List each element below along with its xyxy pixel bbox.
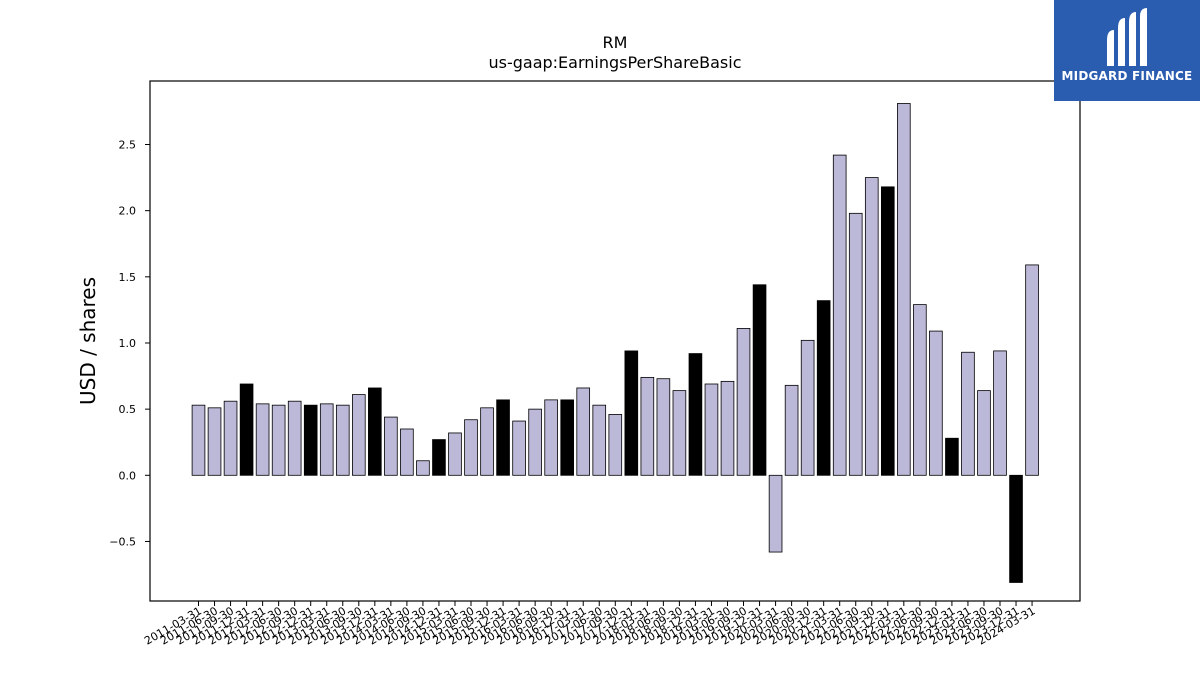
bar-2015-06-30: [464, 419, 478, 476]
bar-2018-03-31: [640, 376, 655, 476]
bar-2023-12-31: [1009, 474, 1023, 583]
chart-subtitle: us-gaap:EarningsPerShareBasic: [488, 53, 741, 72]
bar-2022-03-31: [897, 103, 911, 476]
bar-2012-03-31: [255, 403, 270, 476]
brand-logo: MIDGARD FINANCE: [1054, 0, 1200, 101]
y-tick-label: 1.0: [119, 337, 137, 350]
logo-text: MIDGARD FINANCE: [1061, 69, 1193, 83]
y-tick-label: 0.5: [119, 403, 137, 416]
bars-group: [191, 103, 1039, 583]
bar-2015-03-31: [448, 432, 462, 476]
bar-2021-09-30: [864, 177, 879, 476]
bar-2021-12-31: [880, 186, 895, 476]
bar-2023-06-30: [977, 390, 991, 476]
bar-2016-03-31: [512, 420, 526, 476]
bar-2020-03-31: [768, 474, 783, 553]
bar-2018-09-30: [672, 390, 687, 476]
bar-2020-09-30: [800, 339, 815, 476]
bar-2012-09-30: [287, 400, 302, 476]
bar-2018-12-31: [688, 353, 703, 476]
bar-2017-09-30: [608, 414, 623, 476]
bar-2016-09-30: [544, 399, 558, 476]
bar-2013-06-30: [335, 404, 350, 476]
bar-2013-12-31: [368, 387, 382, 476]
bar-2019-09-30: [736, 328, 751, 476]
y-tick-label: 1.5: [119, 271, 137, 284]
y-tick-label: 2.5: [119, 139, 137, 152]
bar-2015-12-31: [496, 399, 510, 476]
bar-2012-12-31: [303, 404, 318, 476]
bar-2013-09-30: [351, 394, 366, 476]
bar-2014-06-30: [400, 428, 414, 476]
bar-2023-09-30: [993, 350, 1007, 476]
bar-2021-06-30: [848, 212, 863, 476]
chart-title: RM: [603, 33, 628, 52]
bar-2015-09-30: [480, 407, 494, 476]
bar-2013-03-31: [319, 403, 334, 476]
bar-2024-03-31: [1025, 264, 1039, 476]
bar-2017-06-30: [592, 404, 607, 476]
plot-frame: [149, 80, 1081, 602]
y-tick-label: 0.0: [119, 469, 137, 482]
midgard-logo-icon: [1107, 8, 1147, 66]
bar-2017-12-31: [624, 350, 639, 476]
bar-2023-03-31: [961, 351, 975, 476]
y-tick-label: −0.5: [109, 535, 136, 548]
bar-2014-09-30: [416, 460, 430, 476]
bar-2020-12-31: [816, 300, 831, 476]
bar-2018-06-30: [656, 378, 671, 476]
bar-2020-06-30: [784, 384, 799, 476]
bar-2011-03-31: [191, 404, 206, 476]
bar-2021-03-31: [832, 154, 847, 476]
bar-2022-06-30: [913, 304, 927, 476]
bar-2011-06-30: [207, 407, 222, 476]
y-axis: −0.5 0.0 0.5 1.0 1.5 2.0 2.5: [109, 139, 150, 548]
bar-2012-06-30: [271, 404, 286, 476]
bar-2011-09-30: [223, 400, 238, 476]
bar-2019-06-30: [720, 380, 735, 476]
bar-2017-03-31: [576, 387, 591, 476]
bar-2014-03-31: [384, 416, 398, 476]
bar-2016-12-31: [560, 399, 574, 476]
bar-2016-06-30: [528, 408, 542, 476]
y-tick-label: 2.0: [119, 205, 137, 218]
bar-2022-09-30: [929, 330, 943, 476]
bar-2022-12-31: [945, 437, 959, 476]
bar-2014-12-31: [432, 439, 446, 476]
y-axis-label: USD / shares: [76, 277, 100, 405]
bar-2019-12-31: [752, 284, 767, 476]
x-axis: 2011-03-312011-06-302011-09-302011-12-31…: [142, 601, 1038, 648]
bar-2011-12-31: [239, 383, 254, 476]
bar-2019-03-31: [704, 383, 719, 476]
